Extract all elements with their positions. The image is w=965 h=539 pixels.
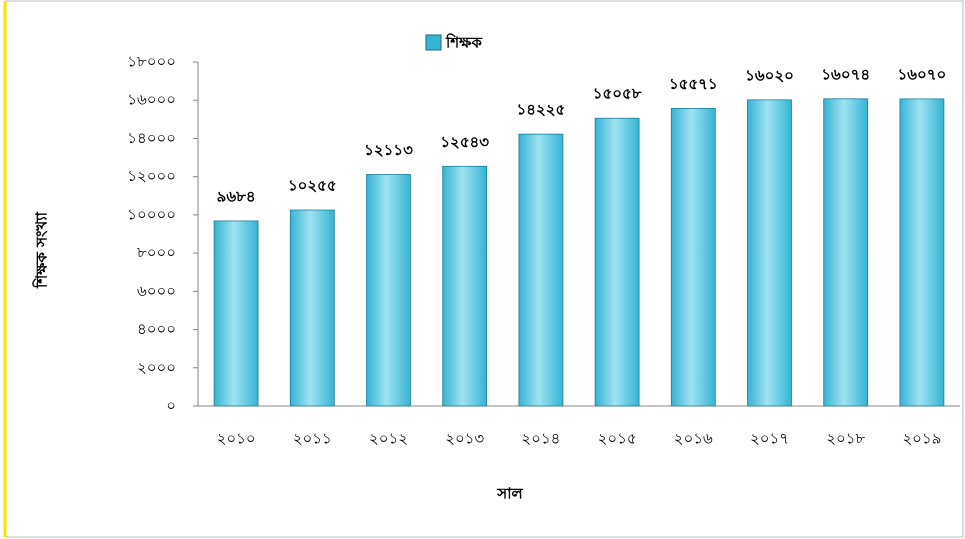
- bar: [289, 209, 335, 407]
- x-tick-label: ২০১৬: [674, 430, 713, 448]
- y-tick-label: ০: [166, 397, 176, 415]
- data-label: ১৫০৫৮: [593, 85, 642, 103]
- x-tick-label: ২০১৮: [826, 430, 865, 448]
- bar: [518, 133, 564, 407]
- x-tick-label: ২০১৯: [902, 430, 941, 448]
- data-label: ১৪২২৫: [517, 101, 566, 119]
- x-tick-label: ২০১৭: [750, 430, 789, 448]
- y-tick-label: ১৪০০০: [127, 129, 176, 147]
- legend-swatch: [425, 34, 442, 51]
- data-label: ১৫৫৭১: [669, 75, 718, 93]
- y-axis-label: শিক্ষক সংখ্যা: [32, 211, 51, 289]
- bar: [899, 98, 945, 407]
- data-label: ১৬০৭৪: [821, 65, 870, 83]
- x-axis-label: সাল: [496, 485, 523, 503]
- bar: [594, 117, 640, 407]
- x-tick-label: ২০১৩: [445, 430, 484, 448]
- y-tick-label: ৪০০০: [137, 320, 176, 338]
- bar: [213, 220, 259, 407]
- x-tick-label: ২০১২: [369, 430, 408, 448]
- x-tick-label: ২০১৪: [521, 430, 560, 448]
- y-tick-label: ১৮০০০: [127, 53, 176, 71]
- y-tick-label: ২০০০: [137, 358, 176, 376]
- x-tick-label: ২০১১: [293, 430, 332, 448]
- data-label: ১২৫৪৩: [440, 133, 489, 151]
- data-label: ৯৬৮৪: [217, 187, 256, 205]
- y-tick-label: ১০০০০: [127, 205, 176, 223]
- x-tick-label: ২০১৫: [598, 430, 637, 448]
- data-label: ১৬০৭০: [898, 65, 947, 83]
- data-label: ১৬০২০: [745, 66, 794, 84]
- bar: [442, 165, 488, 407]
- bar: [823, 98, 869, 407]
- bar: [747, 99, 792, 407]
- data-label: ১২১১৩: [364, 141, 413, 159]
- y-tick-label: ১২০০০: [127, 167, 176, 185]
- bar: [670, 108, 716, 407]
- legend-label: শিক্ষক: [445, 33, 482, 52]
- y-tick-label: ৮০০০: [137, 244, 176, 262]
- y-tick-label: ১৬০০০: [127, 91, 176, 109]
- x-tick-label: ২০১০: [217, 430, 256, 448]
- bar: [366, 174, 411, 407]
- y-tick-label: ৬০০০: [137, 282, 176, 300]
- data-label: ১০২৫৫: [288, 177, 337, 195]
